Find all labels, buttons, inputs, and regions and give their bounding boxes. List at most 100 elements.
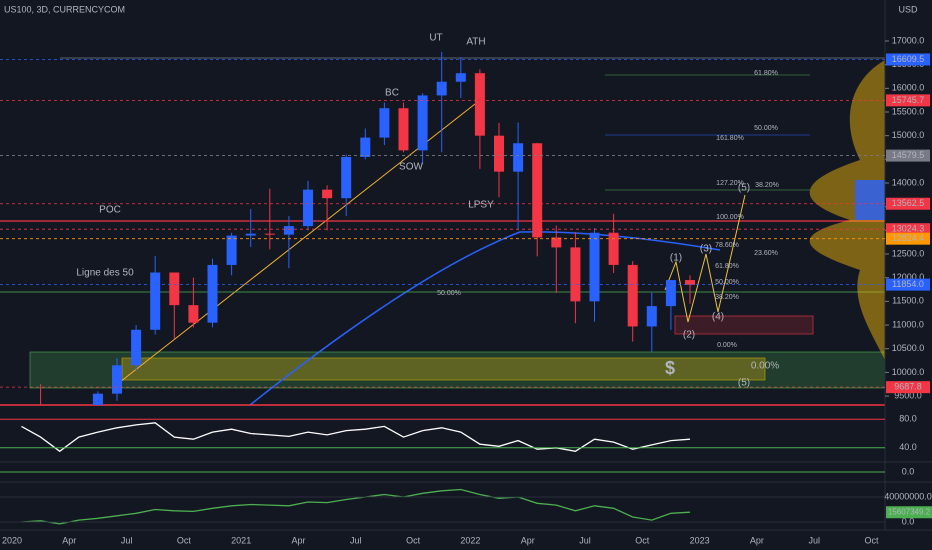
candle-body (322, 189, 333, 199)
annotation: 38.20% (715, 294, 739, 301)
level-badge (886, 232, 930, 245)
level-badge (886, 53, 930, 66)
candle-body (455, 73, 466, 82)
wave-path (664, 194, 746, 323)
candle-body (494, 135, 504, 172)
annotation: 38.20% (755, 182, 779, 189)
x-tick-label: Jul (121, 535, 133, 545)
level-label: 14579.5 (892, 150, 925, 160)
level-badge (886, 223, 930, 236)
y-tick-label: 14000.0 (892, 177, 925, 187)
level-label: 13024.3 (892, 224, 925, 234)
y-tick-label: 80.0 (899, 414, 917, 424)
annotation: 100.00% (716, 214, 744, 221)
candle-body (474, 73, 485, 136)
y-tick-label: 12000.0 (892, 272, 925, 282)
y-tick-label: 40.0 (899, 442, 917, 452)
decorations (0, 0, 932, 531)
candle-body (360, 137, 371, 157)
candle-body (169, 272, 180, 306)
y-tick-label: 40000000.0 (884, 491, 932, 501)
line-series (21, 422, 691, 453)
volume-profile-value (855, 180, 885, 220)
annotation: 0.00% (751, 361, 779, 372)
annotation: 161.80% (716, 135, 744, 142)
level-label: 9687.8 (894, 382, 922, 392)
y-tick-label: 0.0 (902, 466, 915, 476)
y-tick-label: 11000.0 (892, 319, 924, 329)
value-badge (886, 506, 932, 519)
pane (0, 51, 885, 405)
annotation: 50.00% (715, 279, 739, 286)
level-label: 11854.0 (892, 279, 924, 289)
x-tick-label: Jul (350, 535, 362, 545)
x-tick-label: Oct (177, 535, 192, 545)
x-tick-label: Oct (635, 535, 650, 545)
candle-body (188, 305, 199, 323)
candle-body (341, 156, 352, 199)
annotation: 50.00% (754, 125, 778, 132)
x-tick-label: 2022 (460, 535, 480, 545)
level-badge (886, 94, 930, 107)
candle-body (264, 233, 275, 235)
annotation: (1) (670, 253, 682, 264)
candle-body (551, 237, 562, 248)
candle-body (436, 81, 447, 96)
candle-body (226, 235, 237, 265)
x-tick-label: 2021 (231, 535, 251, 545)
annotation: (3) (700, 244, 712, 255)
annotation: (4) (712, 312, 724, 323)
annotation: 61.80% (715, 263, 739, 270)
annotation: ATH (466, 37, 485, 48)
y-tick-label: 10500.0 (892, 343, 925, 353)
candle-body (379, 108, 390, 138)
y-tick-label: 15500.0 (892, 106, 925, 116)
level-badge (886, 278, 930, 291)
candle-body (608, 232, 619, 265)
y-tick-label: 17000.0 (892, 35, 925, 45)
candle-body (245, 233, 256, 236)
y-axis-label: USD (898, 4, 918, 14)
annotation: 61.80% (754, 70, 778, 77)
level-badge (886, 197, 930, 210)
last-value-label: 15607349.2 (888, 507, 931, 516)
chart-title: US100, 3D, CURRENCYCOM (4, 4, 125, 14)
candle-body (112, 365, 122, 394)
line-series (21, 488, 691, 525)
annotation: (2) (683, 330, 695, 341)
trend-line (119, 103, 476, 383)
x-tick-label: 2020 (2, 535, 22, 545)
candle-body (665, 280, 676, 307)
red-zone (674, 315, 814, 335)
candle-body (303, 189, 313, 227)
level-badge (886, 149, 930, 162)
x-tick-label: Oct (406, 535, 421, 545)
pane (21, 488, 691, 525)
y-tick-label: 11500.0 (892, 296, 924, 306)
annotation: (5) (738, 183, 750, 194)
candle-body (570, 247, 581, 302)
y-tick-label: 0.0 (902, 516, 915, 526)
annotation: SOW (399, 162, 423, 173)
y-tick-label: 16000.0 (892, 83, 925, 93)
candle-body (513, 143, 524, 172)
annotation: POC (99, 205, 121, 216)
candle-body (627, 264, 638, 327)
x-tick-label: Jul (808, 535, 820, 545)
annotation: (5) (738, 378, 750, 389)
y-tick-label: 10000.0 (892, 367, 925, 377)
x-tick-label: Apr (62, 535, 76, 545)
annotation: 50.00% (437, 290, 461, 297)
x-tick-label: Apr (291, 535, 305, 545)
annotation: 23.60% (754, 250, 778, 257)
candle-body (150, 272, 161, 330)
level-badge (886, 381, 930, 394)
annotation: 78.60% (715, 242, 739, 249)
level-label: 15745.7 (892, 95, 925, 105)
candle-body (207, 264, 218, 323)
x-tick-label: Oct (864, 535, 879, 545)
annotation: UT (429, 33, 442, 44)
annotation: 0.00% (717, 342, 737, 349)
